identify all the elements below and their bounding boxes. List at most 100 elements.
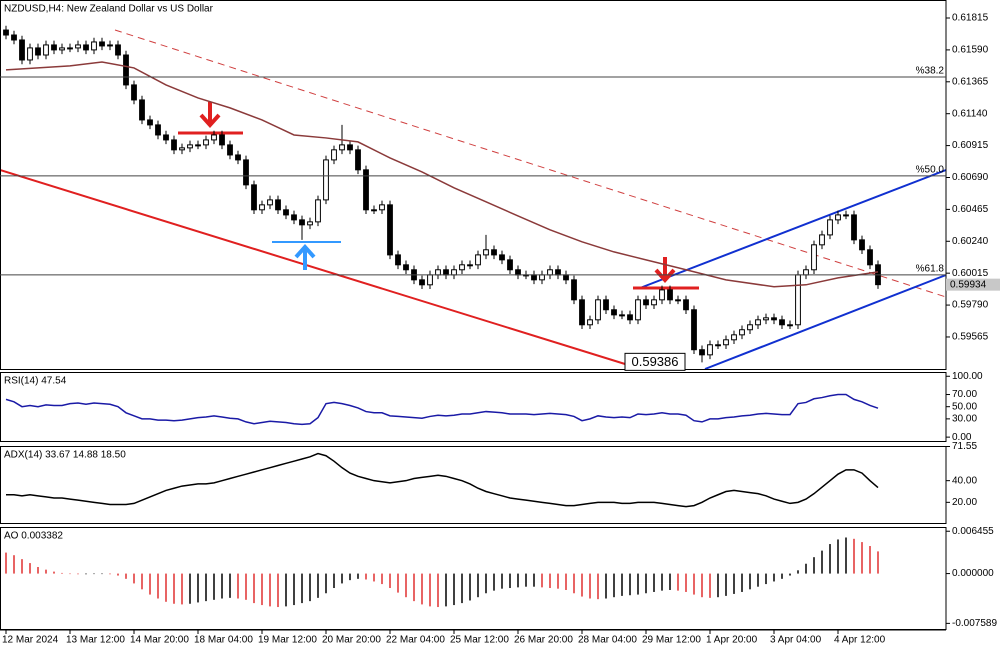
candle-body [387,204,393,256]
channel-line [0,169,626,365]
ao-bar [349,573,351,581]
candle-body [571,279,577,301]
candle-body [507,259,513,271]
candle-body [635,299,641,321]
ao-bar [525,573,527,587]
ao-bar [37,567,39,574]
candle-body [603,299,609,311]
candle-body [859,239,865,251]
ao-bar [29,563,31,574]
y-tick-label: 0.000000 [952,568,994,579]
ao-bar [357,573,359,579]
candle-body [803,269,809,276]
candle-body [539,274,545,281]
candle-body [787,324,793,327]
candle-body [27,47,33,61]
channel-line [704,274,947,370]
ao-bar [173,573,175,604]
candle-body [339,144,345,151]
ao-bar [493,573,495,591]
channel-line [639,169,947,289]
ao-bar [637,573,639,595]
ao-bar [285,573,287,607]
ao-bar [629,573,631,596]
ao-bar [773,573,775,582]
candle-body [51,44,57,51]
candle-body [291,214,297,221]
candle-body [347,144,353,151]
candle-body [491,249,497,256]
y-tick-label: 0.59790 [952,300,989,311]
current-price-label: 0.59934 [950,279,987,290]
x-tick-label: 1 Apr 20:00 [706,635,758,646]
candle-body [203,139,209,146]
ao-bar [109,573,111,575]
ao-bar [853,538,855,574]
candle-body [91,41,97,51]
candle-body [179,147,185,151]
ao-bar [645,573,647,594]
candle-body [251,184,257,211]
candle-body [283,209,289,216]
candle-body [107,44,113,47]
ao-bar [381,573,383,585]
candle-body [587,319,593,326]
ao-bar [413,573,415,602]
candle-body [715,344,721,347]
candle-body [483,249,489,256]
y-tick-label: 0.60690 [952,172,989,183]
candle-body [11,34,17,41]
candle-body [3,29,9,36]
y-tick-label: 0.60465 [952,204,989,215]
ao-bar [389,573,391,589]
y-tick-label: 0.60240 [952,236,989,247]
y-tick-label: 71.55 [952,441,977,452]
candle-body [659,289,665,301]
candle-body [515,269,521,276]
candle-body [275,199,281,211]
candle-body [619,314,625,317]
ao-bar [461,573,463,604]
ao-bar [165,573,167,602]
candle-body [739,329,745,336]
y-tick-label: 0.61140 [952,108,988,119]
ao-bar [157,573,159,599]
ao-bar [861,542,863,574]
candle-body [867,249,873,266]
candle-body [267,199,273,206]
ao-bar [429,573,431,607]
ao-bar [533,573,535,587]
candle-body [147,119,153,126]
candle-body [771,317,777,321]
candle-body [371,209,377,212]
candle-body [355,149,361,171]
ao-bar [333,573,335,589]
ao-bar [661,573,663,591]
ao-bar [205,573,207,602]
ao-bar [829,544,831,574]
candle-body [707,344,713,356]
ao-bar [229,573,231,598]
candle-body [123,54,129,86]
x-tick-label: 12 Mar 2024 [2,635,59,646]
ao-bar [149,573,151,595]
candle-body [227,144,233,156]
ao-bar [13,555,15,574]
ao-bar [141,573,143,590]
candle-body [611,309,617,316]
x-tick-label: 22 Mar 04:00 [386,635,445,646]
ao-bar [725,573,727,596]
x-tick-label: 19 Mar 12:00 [258,635,317,646]
candle-body [699,349,705,356]
ao-bar [501,573,503,589]
fib-level-label: %50.0 [916,165,945,176]
y-tick-label: 0.006455 [952,526,994,537]
candle-body [595,299,601,321]
panel-title: ADX(14) 33.67 14.88 18.50 [4,450,126,461]
candle-body [243,159,249,186]
x-tick-label: 13 Mar 12:00 [66,635,125,646]
ao-bar [197,573,199,603]
ao-bar [573,573,575,594]
candle-body [451,269,457,276]
